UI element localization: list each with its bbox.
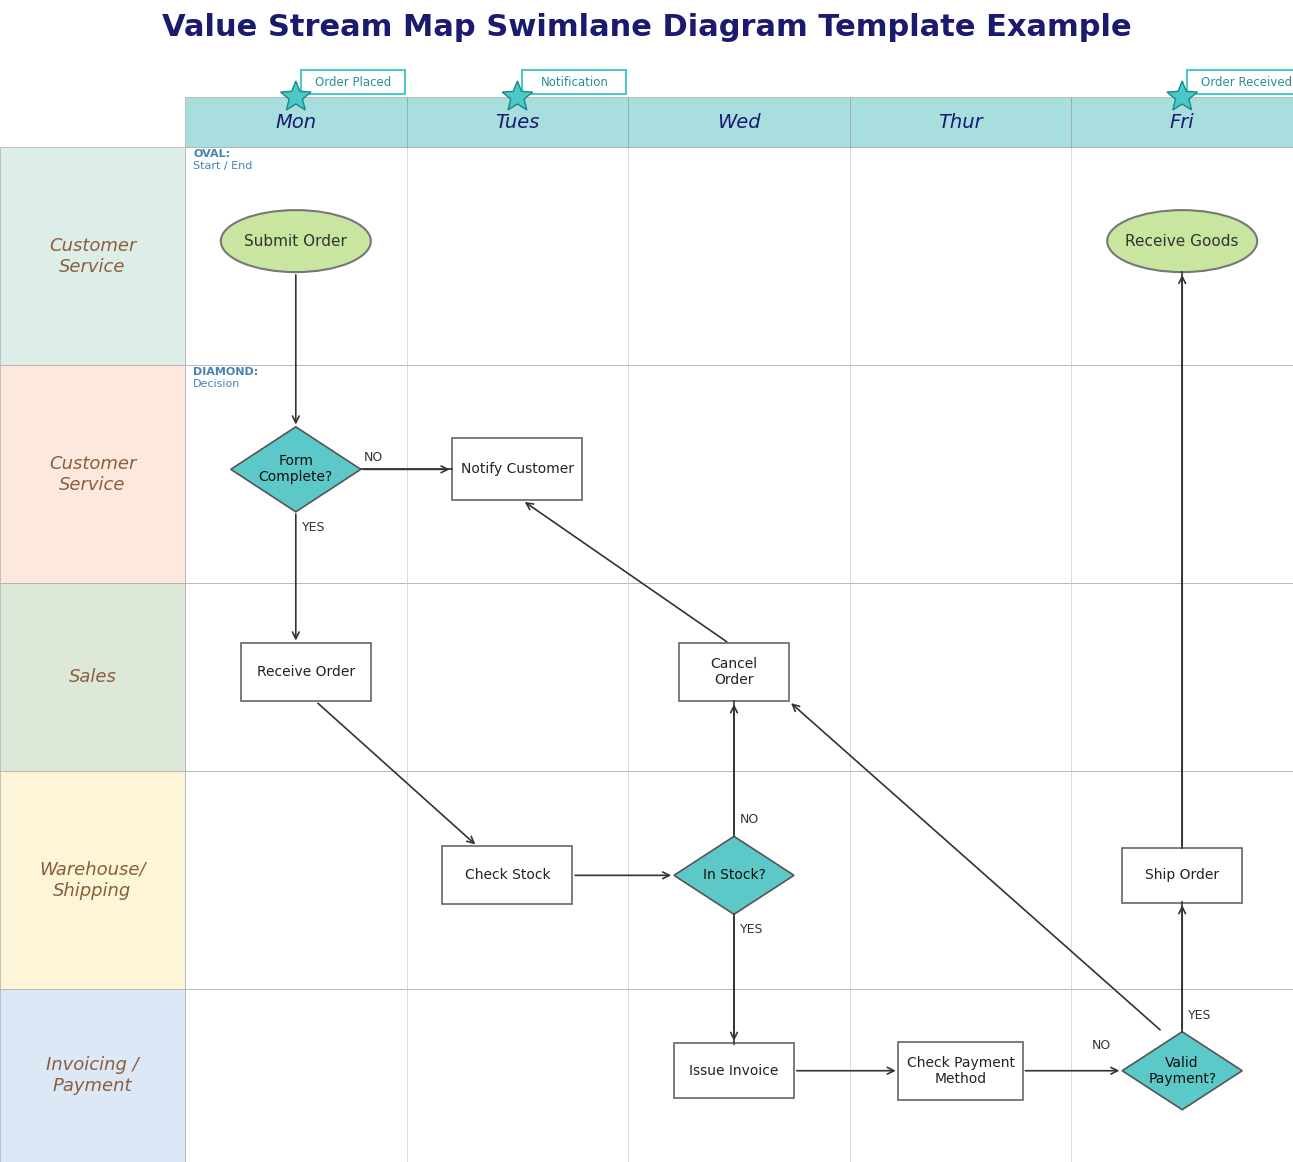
- Text: Form
Complete?: Form Complete?: [259, 454, 332, 485]
- Text: Submit Order: Submit Order: [244, 234, 348, 249]
- Bar: [0, 583, 185, 772]
- Text: Value Stream Map Swimlane Diagram Template Example: Value Stream Map Swimlane Diagram Templa…: [162, 13, 1131, 42]
- Bar: [185, 583, 1293, 772]
- Text: NO: NO: [740, 813, 759, 826]
- Bar: [0, 772, 185, 990]
- FancyBboxPatch shape: [1187, 70, 1293, 94]
- Text: NO: NO: [363, 451, 383, 464]
- Bar: [0, 148, 185, 365]
- Bar: [1122, 848, 1243, 903]
- Bar: [185, 148, 1293, 365]
- FancyBboxPatch shape: [301, 70, 405, 94]
- Polygon shape: [1122, 1032, 1243, 1110]
- Text: In Stock?: In Stock?: [702, 868, 765, 882]
- Text: Customer
Service: Customer Service: [49, 456, 136, 494]
- Text: Ship Order: Ship Order: [1146, 868, 1219, 882]
- FancyBboxPatch shape: [522, 70, 626, 94]
- Text: Decision: Decision: [193, 379, 240, 389]
- Text: DIAMOND:: DIAMOND:: [193, 367, 259, 378]
- Text: Receive Order: Receive Order: [257, 666, 354, 680]
- Text: Sales: Sales: [69, 668, 116, 687]
- Bar: [0, 365, 185, 583]
- Polygon shape: [281, 81, 312, 110]
- Bar: [185, 990, 1293, 1162]
- Text: Check Stock: Check Stock: [464, 868, 551, 882]
- Text: YES: YES: [301, 521, 326, 533]
- Bar: [0, 990, 185, 1162]
- Polygon shape: [502, 81, 533, 110]
- Text: YES: YES: [1188, 1010, 1212, 1023]
- Polygon shape: [674, 837, 794, 914]
- Text: Thur: Thur: [939, 113, 983, 131]
- Text: Customer
Service: Customer Service: [49, 237, 136, 275]
- Bar: [185, 365, 1293, 583]
- Text: Order Received: Order Received: [1201, 76, 1292, 88]
- Bar: [674, 1043, 794, 1098]
- Text: Wed: Wed: [718, 113, 760, 131]
- Text: Invoicing /
Payment: Invoicing / Payment: [47, 1056, 138, 1095]
- Bar: [185, 772, 1293, 990]
- Polygon shape: [230, 426, 361, 511]
- Bar: [679, 644, 789, 702]
- Text: YES: YES: [740, 923, 763, 935]
- Text: OVAL:: OVAL:: [193, 149, 230, 159]
- Bar: [899, 1041, 1023, 1099]
- Text: Start / End: Start / End: [193, 162, 252, 171]
- Text: Notification: Notification: [540, 76, 608, 88]
- Text: Tues: Tues: [495, 113, 539, 131]
- Text: Mon: Mon: [275, 113, 317, 131]
- Text: Cancel
Order: Cancel Order: [710, 658, 758, 688]
- Ellipse shape: [1107, 210, 1257, 272]
- Bar: [240, 644, 371, 702]
- Bar: [453, 438, 582, 501]
- Text: Check Payment
Method: Check Payment Method: [906, 1055, 1015, 1085]
- Text: Issue Invoice: Issue Invoice: [689, 1063, 778, 1077]
- Polygon shape: [1168, 81, 1197, 110]
- Text: Fri: Fri: [1170, 113, 1195, 131]
- Text: Receive Goods: Receive Goods: [1125, 234, 1239, 249]
- Text: Valid
Payment?: Valid Payment?: [1148, 1055, 1217, 1085]
- Text: Order Placed: Order Placed: [314, 76, 390, 88]
- Ellipse shape: [221, 210, 371, 272]
- Bar: [442, 846, 573, 904]
- Text: NO: NO: [1093, 1039, 1112, 1053]
- Text: Notify Customer: Notify Customer: [460, 462, 574, 476]
- Bar: [185, 96, 1293, 148]
- Text: Warehouse/
Shipping: Warehouse/ Shipping: [39, 861, 146, 899]
